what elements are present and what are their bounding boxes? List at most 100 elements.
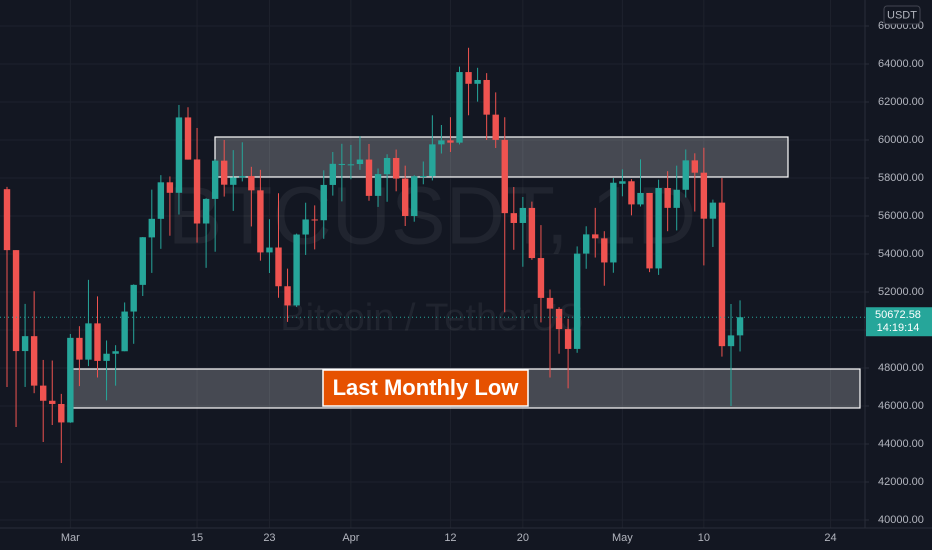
candle-body (284, 286, 291, 306)
currency-label: USDT (887, 9, 917, 21)
candle-body (94, 323, 101, 361)
candle-body (221, 160, 228, 185)
candle-body (573, 253, 581, 349)
candle-body (211, 160, 219, 199)
candle-body (257, 190, 264, 253)
candle-body (374, 174, 382, 196)
currency-badge (883, 5, 921, 25)
candle-body (619, 181, 626, 184)
candle-body (356, 159, 364, 165)
y-tick-label: 62000.00 (878, 96, 924, 108)
candle-body (157, 182, 165, 219)
candle-body (420, 176, 427, 178)
candle-body (601, 238, 608, 263)
candle-body (320, 184, 327, 221)
candle-body (592, 234, 599, 239)
candle-body (555, 308, 563, 330)
candle-body (166, 182, 174, 193)
candle-body (510, 213, 517, 223)
candle-body (628, 181, 635, 205)
candle-body (67, 337, 74, 423)
annotation-box (322, 369, 529, 407)
candle-body (202, 198, 210, 224)
y-tick-label: 40000.00 (878, 514, 924, 526)
candle-body (718, 202, 726, 347)
candle-body (465, 72, 472, 84)
candle-body (492, 114, 499, 140)
candle-body (58, 403, 65, 423)
candle-body (456, 72, 463, 143)
candle-body (583, 234, 590, 254)
candle-body (429, 144, 436, 177)
candle-body (700, 172, 708, 219)
x-tick-label: 10 (698, 532, 710, 544)
candle-body (12, 250, 20, 352)
x-tick-label: Mar (61, 532, 80, 544)
candle-body (610, 182, 617, 263)
candle-body (130, 284, 137, 312)
candle-body (402, 178, 409, 216)
y-tick-label: 44000.00 (878, 438, 924, 450)
candle-body (392, 157, 400, 179)
candle-body (438, 140, 445, 145)
candle-body (664, 188, 671, 208)
candle-body (193, 159, 201, 224)
candle-body (709, 202, 717, 219)
y-tick-label: 46000.00 (878, 400, 924, 412)
candle-body (673, 189, 680, 208)
candle-body (383, 157, 391, 175)
candle-body (139, 237, 146, 285)
axes: 40000.00 42000.00 44000.00 46000.00 48000.00… (0, 5, 932, 544)
candle-body (49, 400, 56, 404)
x-tick-label: 12 (444, 532, 456, 544)
candle-body (184, 117, 192, 160)
candle-body (230, 177, 237, 185)
candle-body (347, 164, 355, 166)
x-tick-label: 15 (191, 532, 203, 544)
candle-body (112, 351, 119, 354)
candle-body (682, 160, 689, 190)
candle-body (691, 160, 698, 173)
candle-body (30, 336, 38, 386)
watermark-subtitle: Bitcoin / TetherUS (280, 297, 583, 339)
candle-body (637, 192, 644, 205)
candle-body (266, 247, 273, 253)
candle-body (501, 139, 508, 214)
candles (3, 47, 744, 463)
last-price-box (866, 307, 932, 337)
price-zone (214, 136, 789, 178)
candle-body (3, 189, 11, 251)
candle-body (121, 311, 128, 352)
candle-body (40, 385, 47, 401)
candle-body (483, 79, 490, 115)
y-tick-label: 48000.00 (878, 362, 924, 374)
watermark: BTCUSDT, 1D (168, 171, 697, 262)
y-tick-label: 64000.00 (878, 58, 924, 70)
x-tick-label: 24 (824, 532, 836, 544)
y-tick-label: 54000.00 (878, 248, 924, 260)
candle-body (727, 335, 735, 347)
candle-body (365, 159, 373, 196)
last-price-label: 50672.58 (875, 309, 921, 321)
candle-body (519, 207, 527, 223)
candle-body (302, 219, 309, 235)
x-tick-label: May (612, 532, 633, 544)
candle-body (239, 176, 246, 178)
y-tick-label: 60000.00 (878, 134, 924, 146)
candle-body (85, 323, 92, 360)
x-tick-label: 20 (517, 532, 529, 544)
countdown-label: 14:19:14 (877, 322, 920, 334)
candle-body (655, 188, 662, 269)
annotation: Last Monthly Low (333, 375, 520, 400)
candle-body (329, 163, 336, 185)
x-tick-label: Apr (342, 532, 359, 544)
candle-body (411, 176, 418, 216)
candle-body (293, 234, 300, 306)
candle-body (76, 337, 83, 360)
y-tick-label: 58000.00 (878, 172, 924, 184)
candle-body (528, 207, 536, 259)
candle-body (311, 219, 318, 221)
y-tick-label: 42000.00 (878, 476, 924, 488)
candle-body (537, 258, 545, 298)
